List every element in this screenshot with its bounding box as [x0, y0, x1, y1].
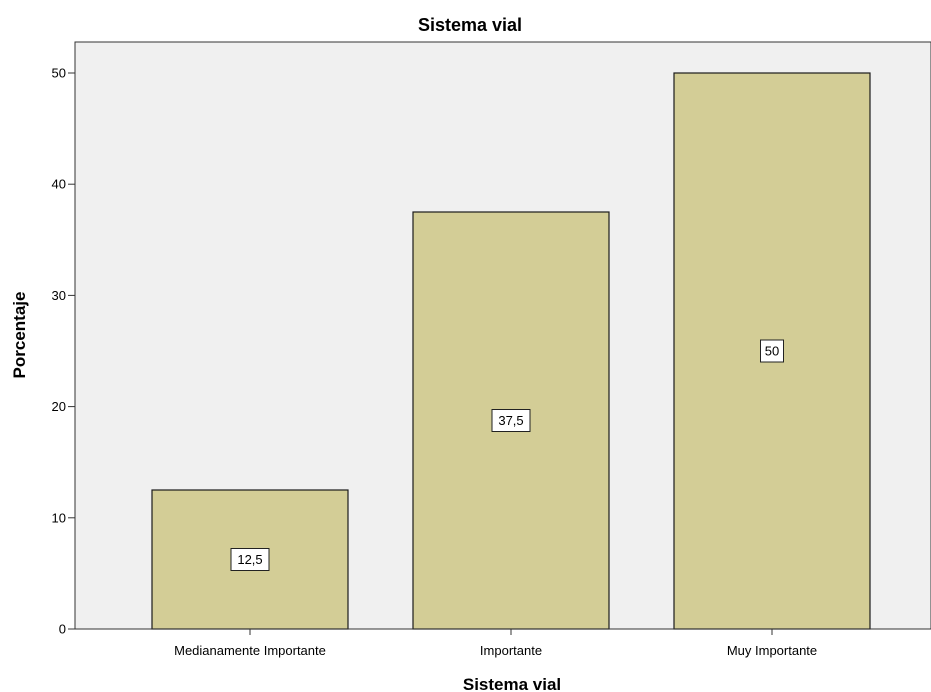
- y-tick-label: 30: [52, 288, 66, 303]
- chart-title: Sistema vial: [418, 15, 522, 35]
- data-label: 12,5: [237, 552, 262, 567]
- y-axis-title: Porcentaje: [10, 292, 29, 379]
- data-label-box: [491, 409, 531, 432]
- x-tick-label: Medianamente Importante: [174, 643, 326, 658]
- x-axis-title: Sistema vial: [463, 675, 561, 692]
- data-label-box: [760, 339, 784, 363]
- y-tick-label: 0: [59, 622, 66, 637]
- data-label-box: [230, 548, 270, 571]
- y-tick-label: 50: [52, 66, 66, 81]
- x-axis: Medianamente Importante Importante Muy Imp…: [75, 628, 931, 658]
- x-tick-label: Importante: [480, 643, 542, 658]
- y-axis: 0 10 20 30 40 50: [52, 42, 76, 637]
- x-tick-label: Muy Importante: [727, 643, 817, 658]
- y-tick-label: 10: [52, 510, 66, 525]
- y-tick-label: 40: [52, 177, 66, 192]
- bars: 12,5 37,5 50: [151, 72, 871, 630]
- data-label: 37,5: [498, 413, 523, 428]
- y-tick-label: 20: [52, 399, 66, 414]
- data-label: 50: [765, 344, 779, 359]
